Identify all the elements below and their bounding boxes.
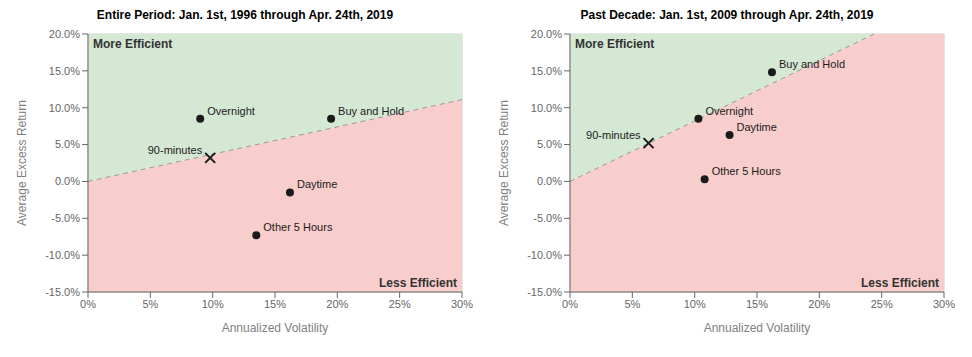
svg-text:15.0%: 15.0% [531, 65, 562, 77]
svg-text:More Efficient: More Efficient [575, 37, 654, 51]
svg-text:-15.0%: -15.0% [527, 286, 562, 298]
svg-text:Annualized Volatility: Annualized Volatility [222, 321, 329, 335]
svg-text:Buy and Hold: Buy and Hold [779, 58, 845, 70]
svg-text:5%: 5% [624, 298, 640, 310]
svg-text:10.0%: 10.0% [49, 102, 80, 114]
svg-text:10.0%: 10.0% [531, 102, 562, 114]
svg-text:10%: 10% [684, 298, 706, 310]
svg-text:Overnight: Overnight [705, 105, 753, 117]
svg-text:30%: 30% [451, 298, 473, 310]
svg-text:More Efficient: More Efficient [93, 37, 172, 51]
svg-text:Other 5 Hours: Other 5 Hours [263, 221, 333, 233]
svg-text:Daytime: Daytime [297, 178, 337, 190]
svg-text:5.0%: 5.0% [55, 138, 80, 150]
svg-text:0%: 0% [562, 298, 578, 310]
svg-text:15%: 15% [264, 298, 286, 310]
svg-text:Less Efficient: Less Efficient [379, 276, 457, 290]
svg-text:Average Excess Return: Average Excess Return [497, 100, 511, 226]
svg-text:Overnight: Overnight [207, 105, 255, 117]
svg-text:15.0%: 15.0% [49, 65, 80, 77]
html-text:Entire Period: Jan. 1st, 1996: Entire Period: Jan. 1st, 1996 through Ap… [96, 8, 394, 22]
svg-text:25%: 25% [389, 298, 411, 310]
svg-text:10%: 10% [202, 298, 224, 310]
svg-text:-15.0%: -15.0% [45, 286, 80, 298]
svg-text:5%: 5% [142, 298, 158, 310]
svg-text:Annualized Volatility: Annualized Volatility [704, 321, 811, 335]
svg-text:-5.0%: -5.0% [51, 212, 80, 224]
svg-text:Buy and Hold: Buy and Hold [338, 105, 404, 117]
svg-text:-5.0%: -5.0% [533, 212, 562, 224]
svg-text:5.0%: 5.0% [537, 138, 562, 150]
svg-text:Other 5 Hours: Other 5 Hours [712, 165, 782, 177]
svg-text:90-minutes: 90-minutes [586, 129, 641, 141]
svg-text:-10.0%: -10.0% [45, 249, 80, 261]
svg-text:20%: 20% [808, 298, 830, 310]
svg-text:Average Excess Return: Average Excess Return [15, 100, 29, 226]
svg-text:Less Efficient: Less Efficient [861, 276, 939, 290]
svg-text:0.0%: 0.0% [55, 175, 80, 187]
svg-text:Daytime: Daytime [737, 121, 777, 133]
svg-text:30%: 30% [933, 298, 955, 310]
svg-text:20%: 20% [326, 298, 348, 310]
svg-text:0%: 0% [80, 298, 96, 310]
svg-text:0.0%: 0.0% [537, 175, 562, 187]
svg-text:20.0%: 20.0% [49, 28, 80, 40]
svg-text:90-minutes: 90-minutes [148, 144, 203, 156]
svg-text:25%: 25% [871, 298, 893, 310]
svg-text:20.0%: 20.0% [531, 28, 562, 40]
html-text:Past Decade: Jan. 1st, 2009 th: Past Decade: Jan. 1st, 2009 through Apr.… [580, 8, 874, 22]
svg-text:-10.0%: -10.0% [527, 249, 562, 261]
svg-text:15%: 15% [746, 298, 768, 310]
